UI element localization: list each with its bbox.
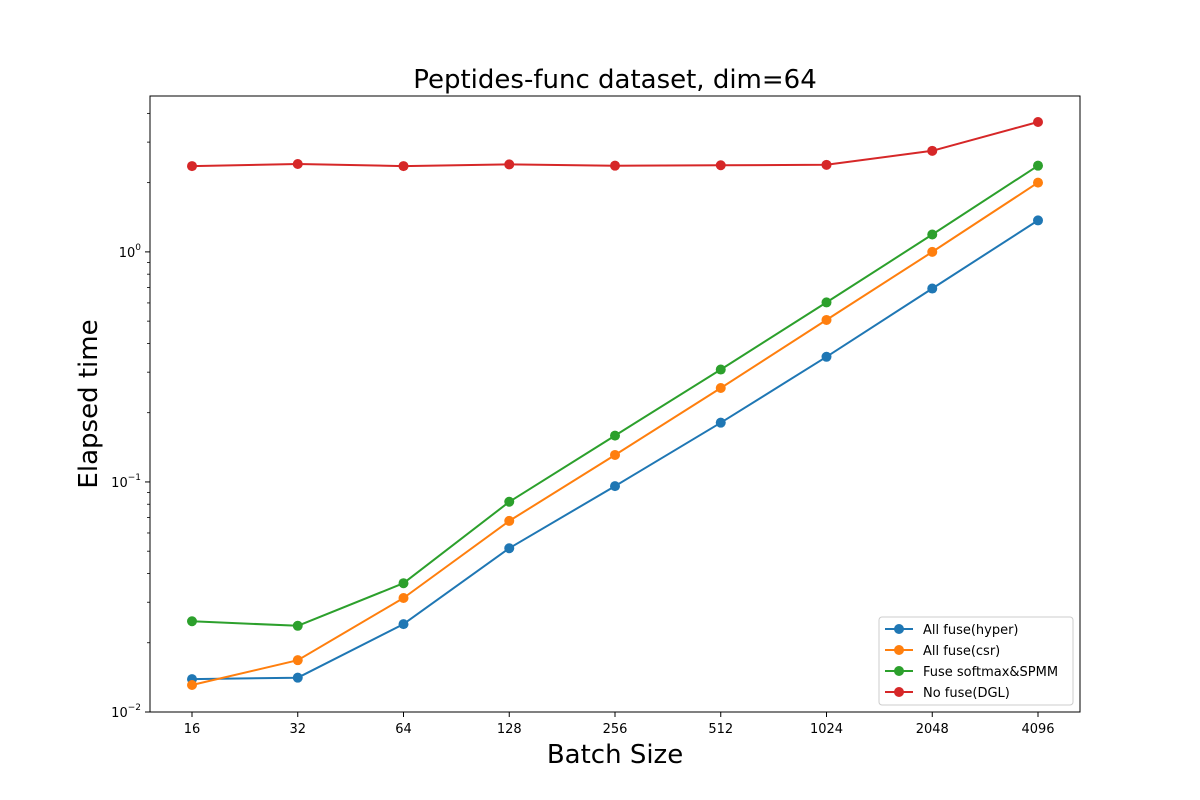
- series-3: [187, 116, 1043, 172]
- legend-item: All fuse(csr): [885, 644, 1000, 659]
- data-point: [927, 145, 938, 156]
- data-point: [504, 159, 515, 170]
- series-0: [187, 215, 1043, 685]
- data-point: [610, 160, 620, 171]
- data-point: [187, 616, 197, 627]
- data-point: [821, 314, 832, 325]
- data-point: [187, 680, 197, 691]
- x-axis-label: Batch Size: [547, 740, 683, 770]
- data-point: [715, 160, 726, 171]
- data-point: [292, 159, 303, 170]
- legend-marker: [894, 645, 904, 655]
- data-point: [927, 246, 938, 257]
- data-point: [292, 620, 303, 631]
- data-point: [715, 364, 726, 375]
- legend-marker: [894, 624, 904, 634]
- y-tick-label: 10−1: [111, 473, 141, 491]
- x-tick-label: 256: [603, 722, 628, 737]
- data-point: [504, 543, 515, 554]
- legend-label: Fuse softmax&SPMM: [923, 665, 1058, 680]
- data-point: [398, 619, 409, 630]
- data-point: [504, 496, 515, 507]
- data-point: [821, 351, 832, 362]
- legend-label: All fuse(csr): [923, 644, 1000, 659]
- data-point: [398, 592, 409, 603]
- data-point: [821, 297, 832, 308]
- legend-marker: [894, 666, 904, 676]
- data-point: [1033, 215, 1043, 226]
- series-1: [187, 177, 1043, 691]
- series-2: [187, 160, 1043, 631]
- data-point: [927, 283, 938, 294]
- legend-label: All fuse(hyper): [923, 623, 1019, 638]
- legend-item: All fuse(hyper): [885, 623, 1019, 638]
- legend-box: [878, 616, 1074, 706]
- data-point: [398, 578, 409, 589]
- data-point: [504, 515, 515, 526]
- x-tick-label: 64: [395, 722, 412, 737]
- y-tick-label: 10−2: [111, 703, 141, 721]
- data-point: [1033, 160, 1043, 171]
- legend-item: Fuse softmax&SPMM: [885, 665, 1058, 680]
- legend-marker: [894, 687, 904, 697]
- x-tick-label: 2048: [916, 722, 949, 737]
- series-layer: [187, 116, 1043, 691]
- data-point: [610, 481, 620, 492]
- x-tick-label: 128: [497, 722, 522, 737]
- x-tick-label: 16: [184, 722, 201, 737]
- y-axis-ticks: 10−2 10−1 100: [111, 112, 150, 721]
- data-point: [292, 672, 303, 683]
- data-point: [292, 655, 303, 666]
- data-point: [187, 161, 197, 172]
- chart-title: Peptides-func dataset, dim=64: [413, 65, 817, 95]
- data-point: [715, 417, 726, 428]
- legend-item: No fuse(DGL): [885, 686, 1010, 701]
- legend-label: No fuse(DGL): [923, 686, 1010, 701]
- y-axis-label: Elapsed time: [74, 319, 104, 488]
- data-point: [715, 383, 726, 394]
- data-point: [610, 430, 620, 441]
- data-point: [610, 449, 620, 460]
- x-tick-label: 4096: [1021, 722, 1054, 737]
- x-tick-label: 32: [289, 722, 306, 737]
- data-point: [821, 159, 832, 170]
- y-tick-label: 100: [119, 243, 142, 261]
- legend: All fuse(hyper) All fuse(csr) Fuse softmax…: [878, 616, 1074, 706]
- data-point: [927, 229, 938, 240]
- data-point: [1033, 177, 1043, 188]
- data-point: [1033, 116, 1043, 127]
- x-tick-label: 512: [708, 722, 733, 737]
- data-point: [398, 161, 409, 172]
- x-axis-ticks: 16 32 64 128 256 512 1024 2048 4096: [184, 712, 1055, 737]
- x-tick-label: 1024: [810, 722, 843, 737]
